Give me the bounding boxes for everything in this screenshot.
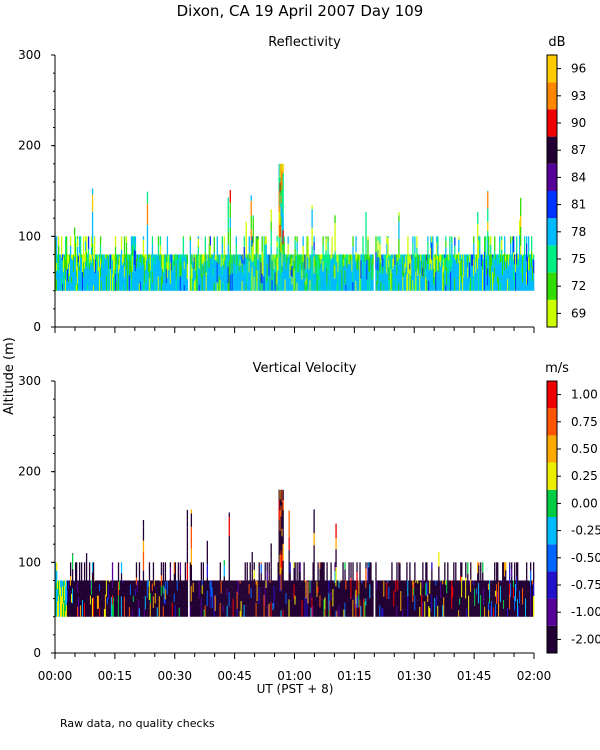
y-tick-label: 0 <box>33 646 41 660</box>
colorbar-label: 84 <box>571 170 586 184</box>
colorbar-segment <box>547 136 557 164</box>
y-tick-label: 200 <box>18 465 41 479</box>
colorbar-label: 0.25 <box>571 469 598 483</box>
colorbar-segment <box>547 408 557 436</box>
colorbar-label: 0.75 <box>571 415 598 429</box>
colorbar-unit: dB <box>548 35 565 50</box>
y-tick-label: 300 <box>18 48 41 62</box>
colorbar-label: 0.50 <box>571 442 598 456</box>
reflectivity-panel: Reflectivity 0 100 200 300 69 72 75 78 81 84 87 90 93… <box>18 35 586 334</box>
x-tick-label: 02:00 <box>517 669 552 683</box>
colorbar-segment <box>547 435 557 463</box>
colorbar-segment <box>547 191 557 219</box>
colorbar-segment <box>547 517 557 545</box>
colorbar-segment <box>547 245 557 273</box>
colorbar-label: 0.00 <box>571 496 598 510</box>
x-tick-label: 01:00 <box>277 669 312 683</box>
echo-field <box>55 489 535 617</box>
colorbar-segment <box>547 109 557 137</box>
colorbar-label: -2.00 <box>571 632 600 646</box>
colorbar-label: -0.75 <box>571 578 600 592</box>
colorbar-label: 87 <box>571 143 586 157</box>
x-axis-label: UT (PST + 8) <box>257 682 334 696</box>
x-tick-label: 01:45 <box>457 669 492 683</box>
x-tick-label: 00:30 <box>157 669 192 683</box>
colorbar-segment <box>547 625 557 653</box>
colorbar-segment <box>547 462 557 490</box>
colorbar-label: -1.00 <box>571 605 600 619</box>
x-tick-label: 00:00 <box>38 669 73 683</box>
y-tick-label: 200 <box>18 139 41 153</box>
colorbar-segment <box>547 55 557 83</box>
colorbar-label: 75 <box>571 252 586 266</box>
footnote: Raw data, no quality checks <box>60 717 215 730</box>
panel-title: Vertical Velocity <box>253 361 357 376</box>
colorbar-label: 90 <box>571 116 586 130</box>
colorbar-unit: m/s <box>545 361 569 376</box>
x-tick-label: 01:30 <box>397 669 432 683</box>
x-tick-label: 01:15 <box>337 669 372 683</box>
colorbar-segment <box>547 299 557 327</box>
colorbar-label: -0.50 <box>571 551 600 565</box>
colorbar-segment <box>547 544 557 572</box>
colorbar-label: 96 <box>571 62 586 76</box>
colorbar-segment <box>547 598 557 626</box>
colorbar-label: 81 <box>571 198 586 212</box>
panel-title: Reflectivity <box>268 35 341 50</box>
colorbar-segment <box>547 489 557 517</box>
colorbar-segment <box>547 163 557 191</box>
colorbar-label: -0.25 <box>571 524 600 538</box>
y-tick-label: 100 <box>18 555 41 569</box>
colorbar-label: 93 <box>571 89 586 103</box>
colorbar-label: 72 <box>571 279 586 293</box>
colorbar-frame <box>546 380 558 654</box>
y-tick-label: 100 <box>18 229 41 243</box>
colorbar-segment <box>547 82 557 110</box>
colorbar-label: 1.00 <box>571 388 598 402</box>
colorbar-segment <box>547 571 557 599</box>
x-tick-label: 00:45 <box>217 669 252 683</box>
y-tick-label: 0 <box>33 320 41 334</box>
colorbar-segment <box>547 272 557 300</box>
echo-field <box>55 163 535 291</box>
figure-title: Dixon, CA 19 April 2007 Day 109 <box>177 2 424 20</box>
y-tick-label: 300 <box>18 374 41 388</box>
colorbar-segment <box>547 218 557 246</box>
colorbar-segment <box>547 381 557 409</box>
y-axis-label: Altitude (m) <box>2 337 17 415</box>
colorbar-frame <box>546 54 558 328</box>
x-tick-label: 00:15 <box>98 669 133 683</box>
colorbar-label: 78 <box>571 225 586 239</box>
colorbar-label: 69 <box>571 306 586 320</box>
vertical-velocity-panel: Vertical Velocity 0 100 200 300 00:00 00:15 00:… <box>18 361 600 683</box>
